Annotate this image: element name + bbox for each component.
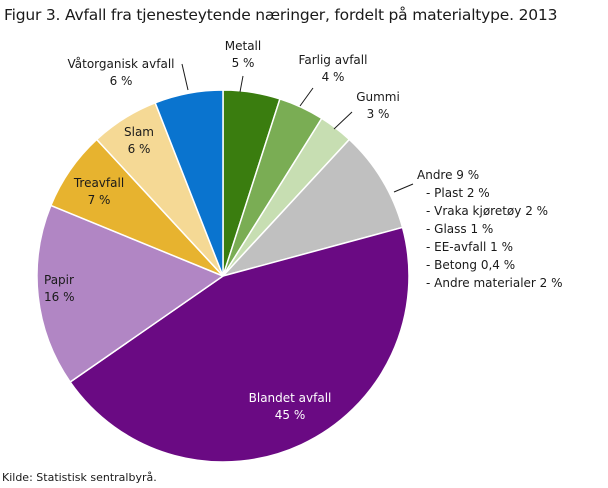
label-andre: Andre 9 % <box>417 168 479 182</box>
slice-andre <box>220 138 404 278</box>
label-slam: Slam <box>124 125 154 139</box>
value-label-farlig-avfall: 4 % <box>322 70 345 84</box>
breakdown-andre-materialer: - Andre materialer 2 % <box>426 276 563 290</box>
value-label-papir: 16 % <box>44 290 75 304</box>
label-gummi: Gummi <box>356 90 400 104</box>
breakdown-ee-avfall: - EE-avfall 1 % <box>426 240 513 254</box>
value-label-gummi: 3 % <box>367 107 390 121</box>
slice-blandet-avfall <box>69 226 410 463</box>
label-metall: Metall <box>225 39 261 53</box>
label-papir: Papir <box>44 273 74 287</box>
breakdown-glass: - Glass 1 % <box>426 222 493 236</box>
label-blandet-avfall: Blandet avfall <box>249 391 332 405</box>
breakdown-vraka-kjoretoy: - Vraka kjøretøy 2 % <box>426 204 548 218</box>
leader-line-vatorganisk-avfall <box>181 63 189 91</box>
leader-line-farlig-avfall <box>299 87 314 107</box>
value-label-blandet-avfall: 45 % <box>275 408 306 422</box>
leader-line-andre <box>393 183 414 193</box>
value-label-metall: 5 % <box>232 56 255 70</box>
value-label-treavfall: 7 % <box>88 193 111 207</box>
slice-papir <box>36 204 225 384</box>
source-note: Kilde: Statistisk sentralbyrå. <box>2 471 157 484</box>
value-label-vatorganisk-avfall: 6 % <box>110 74 133 88</box>
leader-line-metall <box>239 75 244 93</box>
breakdown-plast: - Plast 2 % <box>426 186 490 200</box>
slice-vatorganisk-avfall <box>154 89 224 277</box>
label-treavfall: Treavfall <box>73 176 124 190</box>
chart-title: Figur 3. Avfall fra tjenesteytende nærin… <box>4 6 558 24</box>
leader-line-gummi <box>333 111 353 130</box>
breakdown-betong: - Betong 0,4 % <box>426 258 515 272</box>
label-farlig-avfall: Farlig avfall <box>299 53 368 67</box>
value-label-slam: 6 % <box>128 142 151 156</box>
label-vatorganisk-avfall: Våtorganisk avfall <box>67 57 174 71</box>
